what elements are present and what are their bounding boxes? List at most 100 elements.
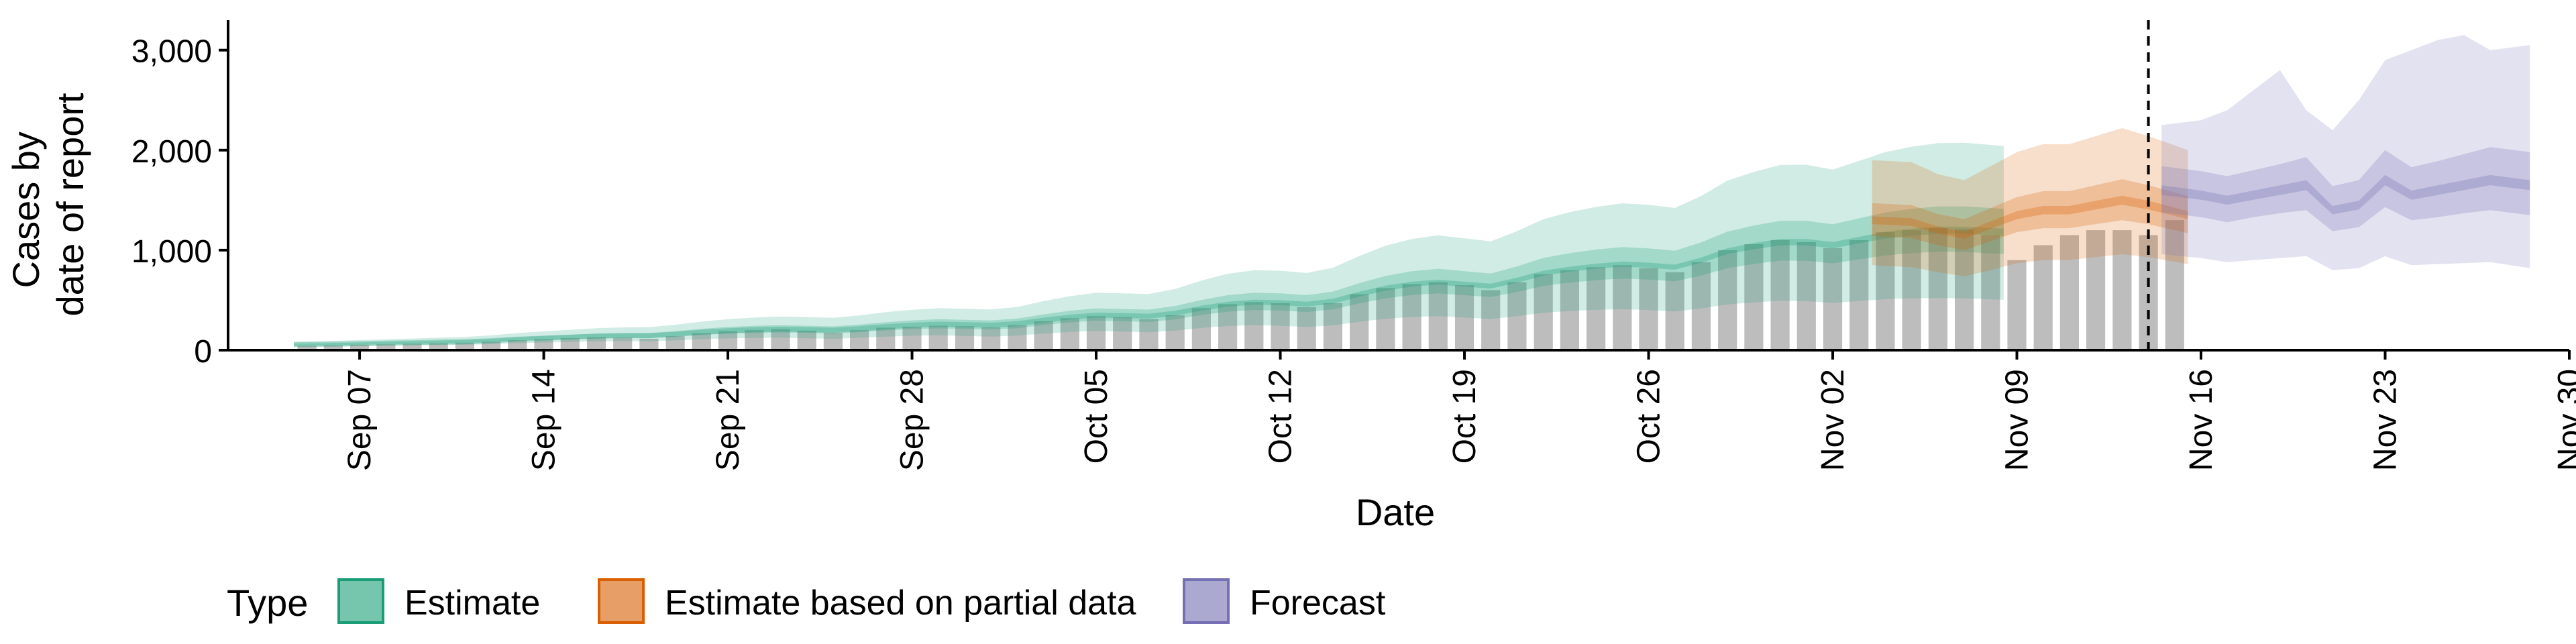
- case-bar: [2007, 260, 2027, 350]
- case-bar: [1402, 284, 1421, 350]
- case-bar: [1955, 229, 1974, 350]
- case-bar: [797, 330, 816, 350]
- case-bar: [1139, 319, 1159, 350]
- case-bar: [1086, 316, 1106, 350]
- y-tick-label: 1,000: [131, 234, 212, 270]
- band-20: [1872, 195, 2188, 239]
- case-bar: [1454, 285, 1474, 350]
- legend-item: Forecast: [1183, 578, 1386, 624]
- y-axis-label: Cases by date of report: [5, 93, 91, 317]
- legend-item: Estimate based on partial data: [598, 578, 1136, 624]
- case-bar: [1428, 282, 1448, 350]
- case-bar: [613, 337, 633, 350]
- x-axis-ticks: Sep 07 Sep 14 Sep 21 Sep 28 Oct 05 Oct 12 Oct …: [342, 350, 2576, 471]
- case-bar: [534, 339, 553, 350]
- case-bar: [429, 343, 448, 350]
- case-bar: [1218, 304, 1238, 350]
- band-50: [294, 206, 2004, 346]
- case-bar: [1902, 230, 1921, 350]
- case-bar: [1034, 321, 1053, 350]
- case-bar: [1770, 240, 1790, 350]
- case-bar: [1113, 317, 1132, 350]
- case-bar: [1823, 248, 1843, 350]
- case-bar: [1928, 228, 1947, 350]
- x-tick-label: Oct 19: [1447, 369, 1483, 464]
- case-bar: [876, 327, 896, 350]
- case-bar: [1796, 242, 1816, 350]
- y-tick-label: 2,000: [131, 134, 212, 170]
- legend-label: Forecast: [1250, 584, 1386, 623]
- case-bar: [1876, 232, 1895, 350]
- case-bar: [823, 332, 843, 350]
- case-bar: [1691, 262, 1711, 350]
- legend-swatch: [337, 578, 384, 624]
- x-tick-label: Sep 14: [527, 369, 562, 471]
- x-tick-label: Oct 12: [1263, 369, 1299, 464]
- x-tick-label: Sep 21: [710, 369, 746, 471]
- x-tick-label: Nov 02: [1815, 369, 1851, 471]
- case-bar: [1587, 267, 1606, 350]
- case-bar: [1507, 282, 1527, 350]
- case-bar: [1560, 270, 1579, 350]
- y-tick-label: 3,000: [131, 34, 212, 70]
- case-bar: [771, 329, 790, 350]
- case-bar: [586, 337, 606, 350]
- series-1: [1872, 128, 2188, 276]
- y-tick-label: 0: [194, 334, 212, 370]
- legend-label: Estimate: [405, 584, 540, 623]
- case-bar: [1613, 265, 1632, 350]
- case-bar: [718, 331, 738, 350]
- estimate-bands: [294, 35, 2530, 347]
- y-axis-label-line-2: date of report: [49, 93, 91, 317]
- case-bar: [928, 325, 948, 350]
- case-bar: [1665, 272, 1684, 350]
- band-50: [2161, 147, 2530, 231]
- case-bar: [1060, 318, 1079, 350]
- case-bar: [402, 343, 422, 350]
- case-bar: [2033, 245, 2053, 350]
- x-tick-label: Nov 23: [2368, 369, 2404, 471]
- case-bar: [1323, 303, 1342, 350]
- case-bar: [1191, 308, 1211, 350]
- case-bar: [1718, 250, 1737, 350]
- case-bar: [745, 330, 764, 350]
- y-axis-label-line-1: Cases by: [5, 131, 47, 288]
- band-20: [2161, 174, 2530, 215]
- legend-swatch: [1183, 578, 1230, 624]
- case-bar: [639, 338, 659, 350]
- y-axis-ticks: 0 1,000 2,000 3,000: [131, 34, 228, 370]
- case-bar: [350, 344, 370, 350]
- x-tick-label: Nov 09: [2000, 369, 2035, 471]
- series-0: [294, 142, 2004, 347]
- reported-cases-bars: [297, 220, 2184, 350]
- case-bar: [482, 341, 501, 350]
- case-bar: [1244, 302, 1264, 350]
- case-bar: [2059, 235, 2079, 350]
- case-bar: [508, 340, 527, 350]
- band-50: [1872, 179, 2188, 250]
- case-bar: [1008, 325, 1027, 350]
- case-bar: [692, 333, 711, 350]
- case-bar: [2165, 220, 2184, 350]
- x-tick-label: Sep 28: [895, 369, 930, 471]
- case-bar: [455, 342, 474, 350]
- case-bar: [665, 336, 685, 350]
- case-bar: [297, 345, 317, 350]
- case-bar: [1297, 307, 1316, 350]
- x-tick-label: Oct 26: [1631, 369, 1667, 464]
- case-bar: [2112, 230, 2132, 350]
- legend-title: Type: [227, 582, 308, 624]
- case-bar: [560, 338, 580, 350]
- case-bar: [323, 345, 343, 350]
- x-axis-label: Date: [1356, 491, 1435, 533]
- case-bar: [1376, 288, 1395, 350]
- x-tick-label: Sep 07: [342, 369, 378, 471]
- case-bar: [1350, 294, 1369, 350]
- band-90: [1872, 128, 2188, 276]
- case-bar: [955, 326, 975, 350]
- case-bar: [1534, 274, 1553, 350]
- case-bar: [2086, 230, 2106, 350]
- x-tick-label: Nov 30: [2552, 369, 2576, 471]
- case-bar: [376, 344, 396, 350]
